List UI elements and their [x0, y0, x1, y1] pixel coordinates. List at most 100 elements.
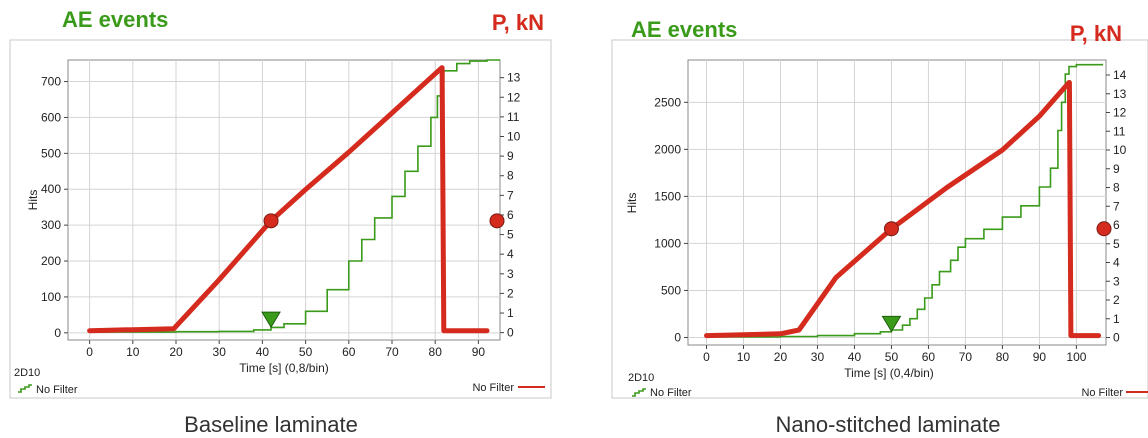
- left-axis-title: AE events: [62, 7, 168, 32]
- y2-tick-label: 11: [507, 110, 520, 124]
- x-tick-label: 50: [885, 350, 899, 364]
- y2-tick-label: 9: [1113, 162, 1120, 176]
- y-axis-label: Hits: [26, 190, 40, 211]
- chart-nano-stitched: AE events P, kN Hits Time [s] (0,4/bin) …: [611, 17, 1148, 437]
- load-axis-marker: [1096, 221, 1112, 237]
- x-tick-label: 30: [811, 350, 825, 364]
- y-tick-label: 0: [674, 330, 681, 344]
- y2-tick-label: 0: [507, 326, 514, 340]
- series-load-line: [87, 65, 490, 334]
- y-tick-label: 1000: [654, 236, 681, 250]
- legend-left-label: No Filter: [36, 384, 78, 396]
- chart-caption: Baseline laminate: [184, 412, 358, 437]
- y2-tick-label: 8: [507, 169, 514, 183]
- grid-lines: [68, 60, 500, 340]
- y2-tick-label: 10: [1113, 143, 1127, 157]
- x-tick-label: 50: [299, 345, 313, 359]
- y2-tick-label: 1: [1113, 312, 1120, 326]
- series-ae-hits-line: [706, 63, 1104, 338]
- y2-tick-label: 1: [507, 306, 514, 320]
- y-tick-label: 0: [54, 326, 61, 340]
- channel-label: 2D10: [14, 367, 40, 379]
- y2-tick-label: 13: [507, 71, 521, 85]
- y2-tick-label: 10: [507, 129, 521, 143]
- x-axis-label: Time [s] (0,8/bin): [239, 361, 329, 375]
- x-tick-label: 40: [848, 350, 862, 364]
- y2-tick-label: 5: [507, 228, 514, 242]
- y2-tick-label: 13: [1113, 87, 1127, 101]
- y-tick-label: 700: [41, 75, 61, 89]
- left-axis-title: AE events: [631, 17, 737, 42]
- legend-left-label: No Filter: [650, 387, 692, 399]
- y-tick-label: 400: [41, 182, 61, 196]
- x-tick-label: 70: [385, 345, 399, 359]
- y2-tick-label: 14: [1113, 68, 1127, 82]
- x-tick-label: 70: [959, 350, 973, 364]
- x-tick-label: 90: [1033, 350, 1047, 364]
- y2-tick-label: 2: [1113, 293, 1120, 307]
- y2-tick-label: 7: [507, 188, 514, 202]
- y2-tick-label: 3: [507, 267, 514, 281]
- y2-tick-label: 2: [507, 286, 514, 300]
- y2-tick-label: 6: [1113, 218, 1120, 232]
- x-tick-label: 40: [256, 345, 270, 359]
- y2-tick-label: 4: [507, 247, 514, 261]
- load-marker: [263, 213, 279, 229]
- y2-tick-label: 12: [1113, 106, 1127, 120]
- y-tick-label: 2500: [654, 95, 681, 109]
- legend-green-icon: [632, 388, 646, 397]
- y2-tick-label: 4: [1113, 256, 1120, 270]
- right-axis-title: P, kN: [1070, 21, 1122, 46]
- panel-baseline: AE events P, kN Hits Time [s] (0,8/bin) …: [9, 7, 552, 437]
- y2-tick-label: 0: [1113, 331, 1120, 345]
- x-tick-label: 60: [342, 345, 356, 359]
- y2-tick-label: 11: [1113, 124, 1126, 138]
- x-tick-label: 10: [737, 350, 751, 364]
- y-tick-label: 1500: [654, 189, 681, 203]
- y-tick-label: 500: [41, 146, 61, 160]
- series-ae-hits-line: [89, 59, 500, 333]
- load-marker: [883, 221, 899, 237]
- y-tick-label: 300: [41, 218, 61, 232]
- x-tick-label: 80: [996, 350, 1010, 364]
- x-tick-label: 20: [169, 345, 183, 359]
- y-tick-label: 600: [41, 110, 61, 124]
- panel-nano-stitched: AE events P, kN Hits Time [s] (0,4/bin) …: [574, 0, 1148, 438]
- legend-green-icon: [18, 384, 32, 393]
- y-tick-label: 500: [661, 283, 681, 297]
- x-tick-label: 20: [774, 350, 788, 364]
- y-tick-label: 2000: [654, 142, 681, 156]
- x-tick-label: 0: [86, 345, 93, 359]
- axis-ticks: 0 10 20 30 40 50 60 70 80 90 100050010001500200025…: [654, 68, 1126, 364]
- y-axis-label: Hits: [625, 193, 639, 214]
- y2-tick-label: 7: [1113, 199, 1120, 213]
- right-axis-title: P, kN: [492, 10, 544, 35]
- legend-right-label: No Filter: [472, 382, 514, 394]
- ae-onset-marker: [261, 311, 281, 329]
- channel-label: 2D10: [628, 372, 654, 384]
- y-tick-label: 200: [41, 254, 61, 268]
- x-tick-label: 60: [922, 350, 936, 364]
- x-tick-label: 90: [472, 345, 486, 359]
- y2-tick-label: 6: [507, 208, 514, 222]
- legend-right-label: No Filter: [1081, 387, 1123, 399]
- x-tick-label: 10: [126, 345, 140, 359]
- y2-tick-label: 9: [507, 149, 514, 163]
- ae-onset-marker: [881, 315, 902, 333]
- series-load-line: [704, 80, 1102, 339]
- x-tick-label: 0: [703, 350, 710, 364]
- x-tick-label: 30: [213, 345, 227, 359]
- x-axis-label: Time [s] (0,4/bin): [844, 366, 934, 380]
- plot-area: [687, 59, 1107, 346]
- y2-tick-label: 12: [507, 90, 521, 104]
- x-tick-label: 100: [1066, 350, 1086, 364]
- plot-area: [67, 59, 501, 341]
- x-tick-label: 80: [429, 345, 443, 359]
- y2-tick-label: 5: [1113, 237, 1120, 251]
- y2-tick-label: 3: [1113, 274, 1120, 288]
- chart-caption: Nano-stitched laminate: [775, 412, 1000, 437]
- chart-baseline: AE events P, kN Hits Time [s] (0,8/bin) …: [9, 7, 552, 437]
- y-tick-label: 100: [41, 290, 61, 304]
- load-axis-marker: [489, 213, 505, 229]
- y2-tick-label: 8: [1113, 181, 1120, 195]
